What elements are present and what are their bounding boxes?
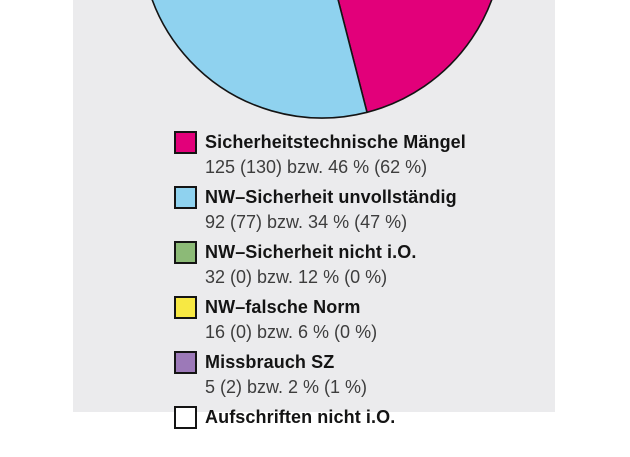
legend-swatch-missbrauch-sz [174,351,197,374]
legend-label: Sicherheitstechnische Mängel [205,132,466,152]
legend-label: Aufschriften nicht i.O. [205,407,396,427]
legend-swatch-nw-sicherheit-unvollstaendig [174,186,197,209]
legend-item: Missbrauch SZ 5 (2) bzw. 2 % (1 %) [174,350,544,402]
legend-label: NW–Sicherheit unvollständig [205,187,457,207]
legend-item: NW–Sicherheit unvollständig 92 (77) bzw.… [174,185,544,237]
legend-item: NW–falsche Norm 16 (0) bzw. 6 % (0 %) [174,295,544,347]
legend-value: 5 (2) bzw. 2 % (1 %) [205,377,368,397]
legend-swatch-aufschriften-nicht-io [174,406,197,429]
legend-item: Aufschriften nicht i.O. [174,405,544,457]
legend-value: 125 (130) bzw. 46 % (62 %) [205,157,428,177]
pie-chart [151,0,493,119]
legend-swatch-nw-sicherheit-nicht-io [174,241,197,264]
legend-swatch-sicherheitstechnische-maengel [174,131,197,154]
legend-value: 32 (0) bzw. 12 % (0 %) [205,267,388,287]
legend-item: Sicherheitstechnische Mängel 125 (130) b… [174,130,544,182]
legend-label: Missbrauch SZ [205,352,335,372]
legend-value: 16 (0) bzw. 6 % (0 %) [205,322,378,342]
legend-item: NW–Sicherheit nicht i.O. 32 (0) bzw. 12 … [174,240,544,292]
legend-label: NW–Sicherheit nicht i.O. [205,242,417,262]
pie-slice-1 [151,0,368,119]
pie-slice-0 [337,0,493,114]
legend-value: 92 (77) bzw. 34 % (47 %) [205,212,408,232]
legend-swatch-nw-falsche-norm [174,296,197,319]
legend-label: NW–falsche Norm [205,297,361,317]
